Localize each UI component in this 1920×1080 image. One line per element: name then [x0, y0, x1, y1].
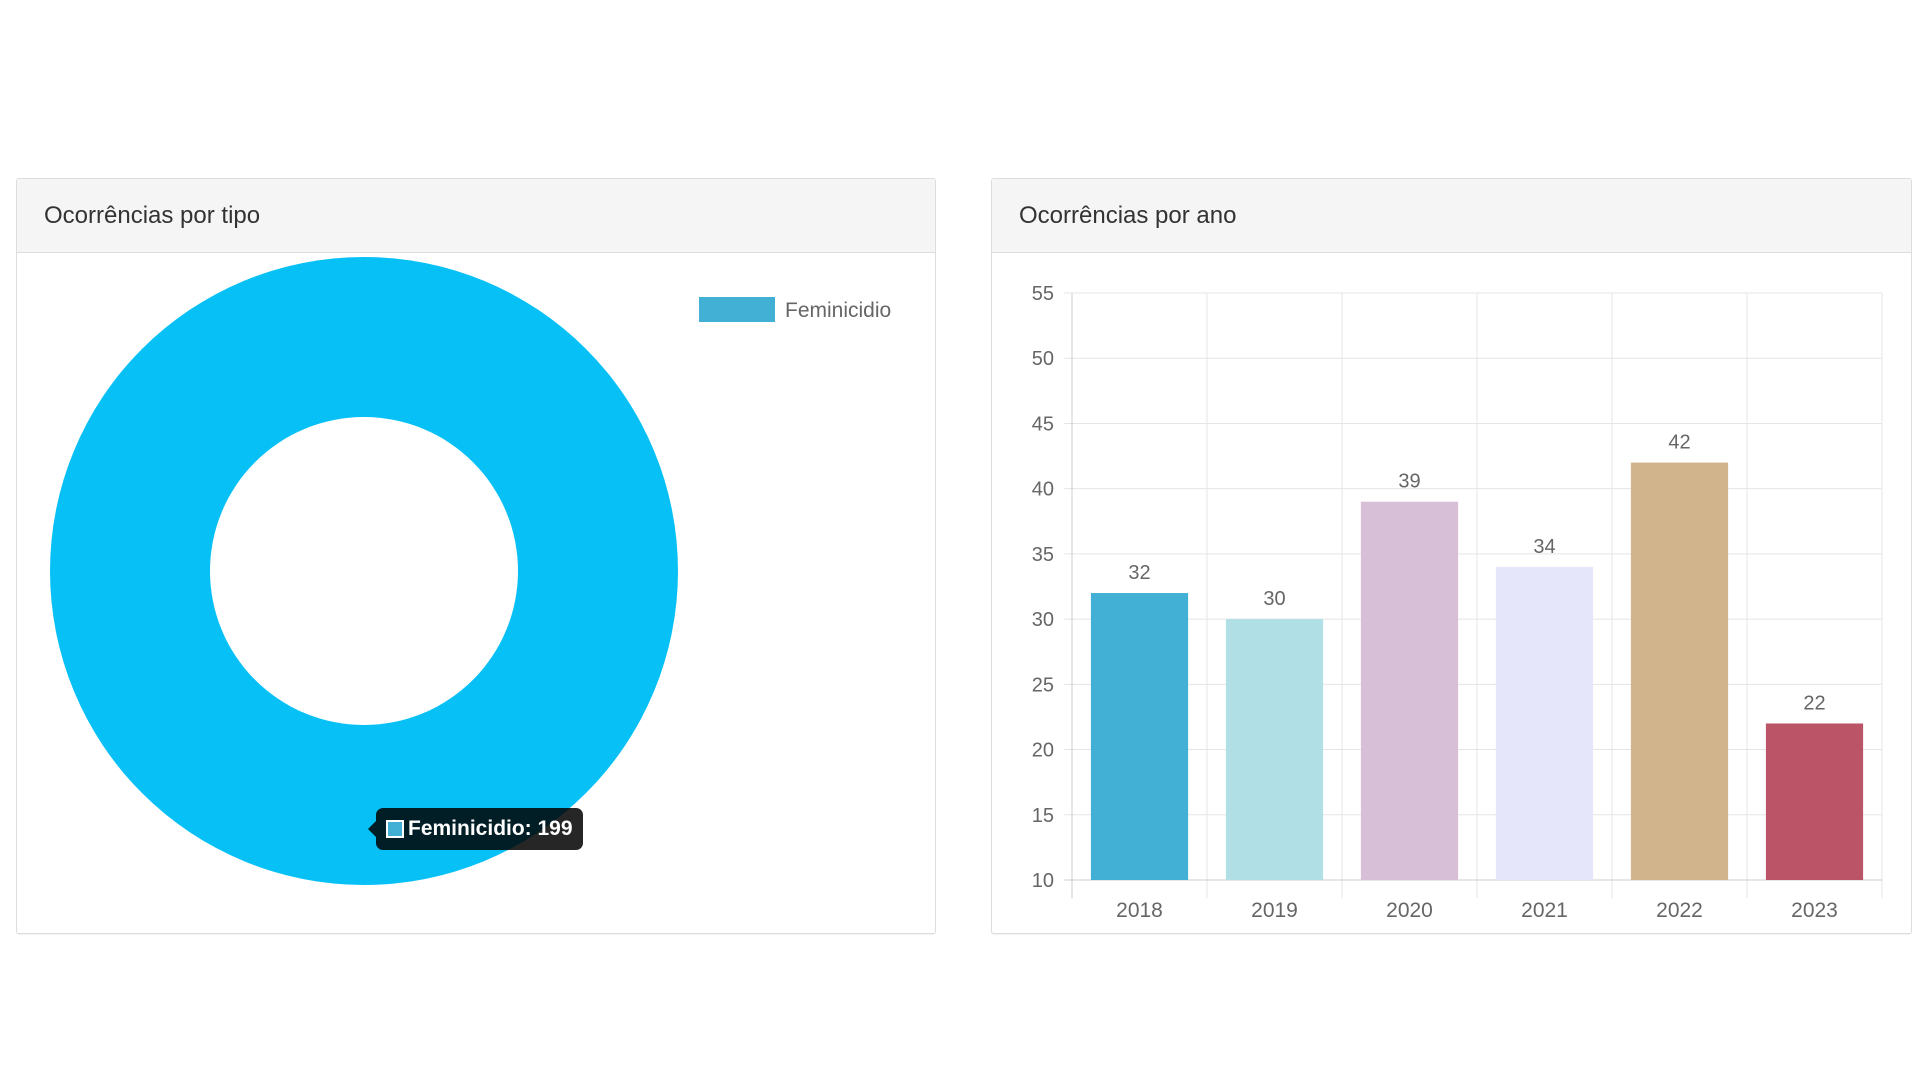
x-tick-label-2018: 2018 [1116, 899, 1163, 922]
y-tick-label-30: 30 [1032, 609, 1054, 631]
panel-ocorrencias-por-tipo: Ocorrências por tipo Feminicidio Feminic… [16, 178, 936, 934]
y-tick-label-20: 20 [1032, 740, 1054, 762]
tooltip-swatch [386, 820, 404, 838]
y-tick-label-50: 50 [1032, 348, 1054, 370]
panel-title-tipo: Ocorrências por tipo [17, 179, 935, 253]
tooltip-label: Feminicidio: 199 [408, 817, 573, 840]
panel-ocorrencias-por-ano: Ocorrências por ano 10 15 20 25 30 35 40 45 50 55… [991, 178, 1912, 934]
bar-chart[interactable]: 10 15 20 25 30 35 40 45 50 55 32 2018 30 2019 39 2020 34… [992, 253, 1911, 933]
y-tick-label-55: 55 [1032, 283, 1054, 305]
legend-label-feminicidio[interactable]: Feminicidio [785, 299, 891, 322]
bar-2022[interactable] [1630, 462, 1729, 880]
bar-value-label-2023: 22 [1803, 692, 1825, 714]
bar-value-label-2019: 30 [1263, 588, 1285, 610]
y-tick-label-45: 45 [1032, 413, 1054, 435]
bar-2023[interactable] [1765, 723, 1864, 880]
bar-value-label-2018: 32 [1128, 562, 1150, 584]
panel-title-ano: Ocorrências por ano [992, 179, 1911, 253]
bar-chart-area: 10 15 20 25 30 35 40 45 50 55 32 2018 30 2019 39 2020 34… [992, 253, 1911, 933]
doughnut-tooltip: Feminicidio: 199 [368, 808, 583, 850]
bar-value-label-2022: 42 [1668, 432, 1690, 454]
x-tick-label-2022: 2022 [1656, 899, 1703, 922]
bar-value-label-2020: 39 [1398, 471, 1420, 493]
y-tick-label-10: 10 [1032, 870, 1054, 892]
legend-swatch-feminicidio [699, 297, 775, 322]
y-tick-label-40: 40 [1032, 479, 1054, 501]
x-tick-label-2020: 2020 [1386, 899, 1433, 922]
x-tick-label-2021: 2021 [1521, 899, 1568, 922]
x-tick-label-2019: 2019 [1251, 899, 1298, 922]
doughnut-chart-area: Feminicidio Feminicidio: 199 [17, 253, 935, 933]
y-tick-label-25: 25 [1032, 674, 1054, 696]
bar-2021[interactable] [1495, 566, 1594, 880]
bar-value-label-2021: 34 [1533, 536, 1555, 558]
bar-2019[interactable] [1225, 619, 1324, 880]
bar-2018[interactable] [1090, 593, 1189, 880]
bar-2020[interactable] [1360, 501, 1459, 880]
y-tick-label-15: 15 [1032, 805, 1054, 827]
y-tick-label-35: 35 [1032, 544, 1054, 566]
x-tick-label-2023: 2023 [1791, 899, 1838, 922]
doughnut-chart[interactable]: Feminicidio [17, 253, 935, 933]
doughnut-slice-feminicidio[interactable] [50, 257, 678, 885]
